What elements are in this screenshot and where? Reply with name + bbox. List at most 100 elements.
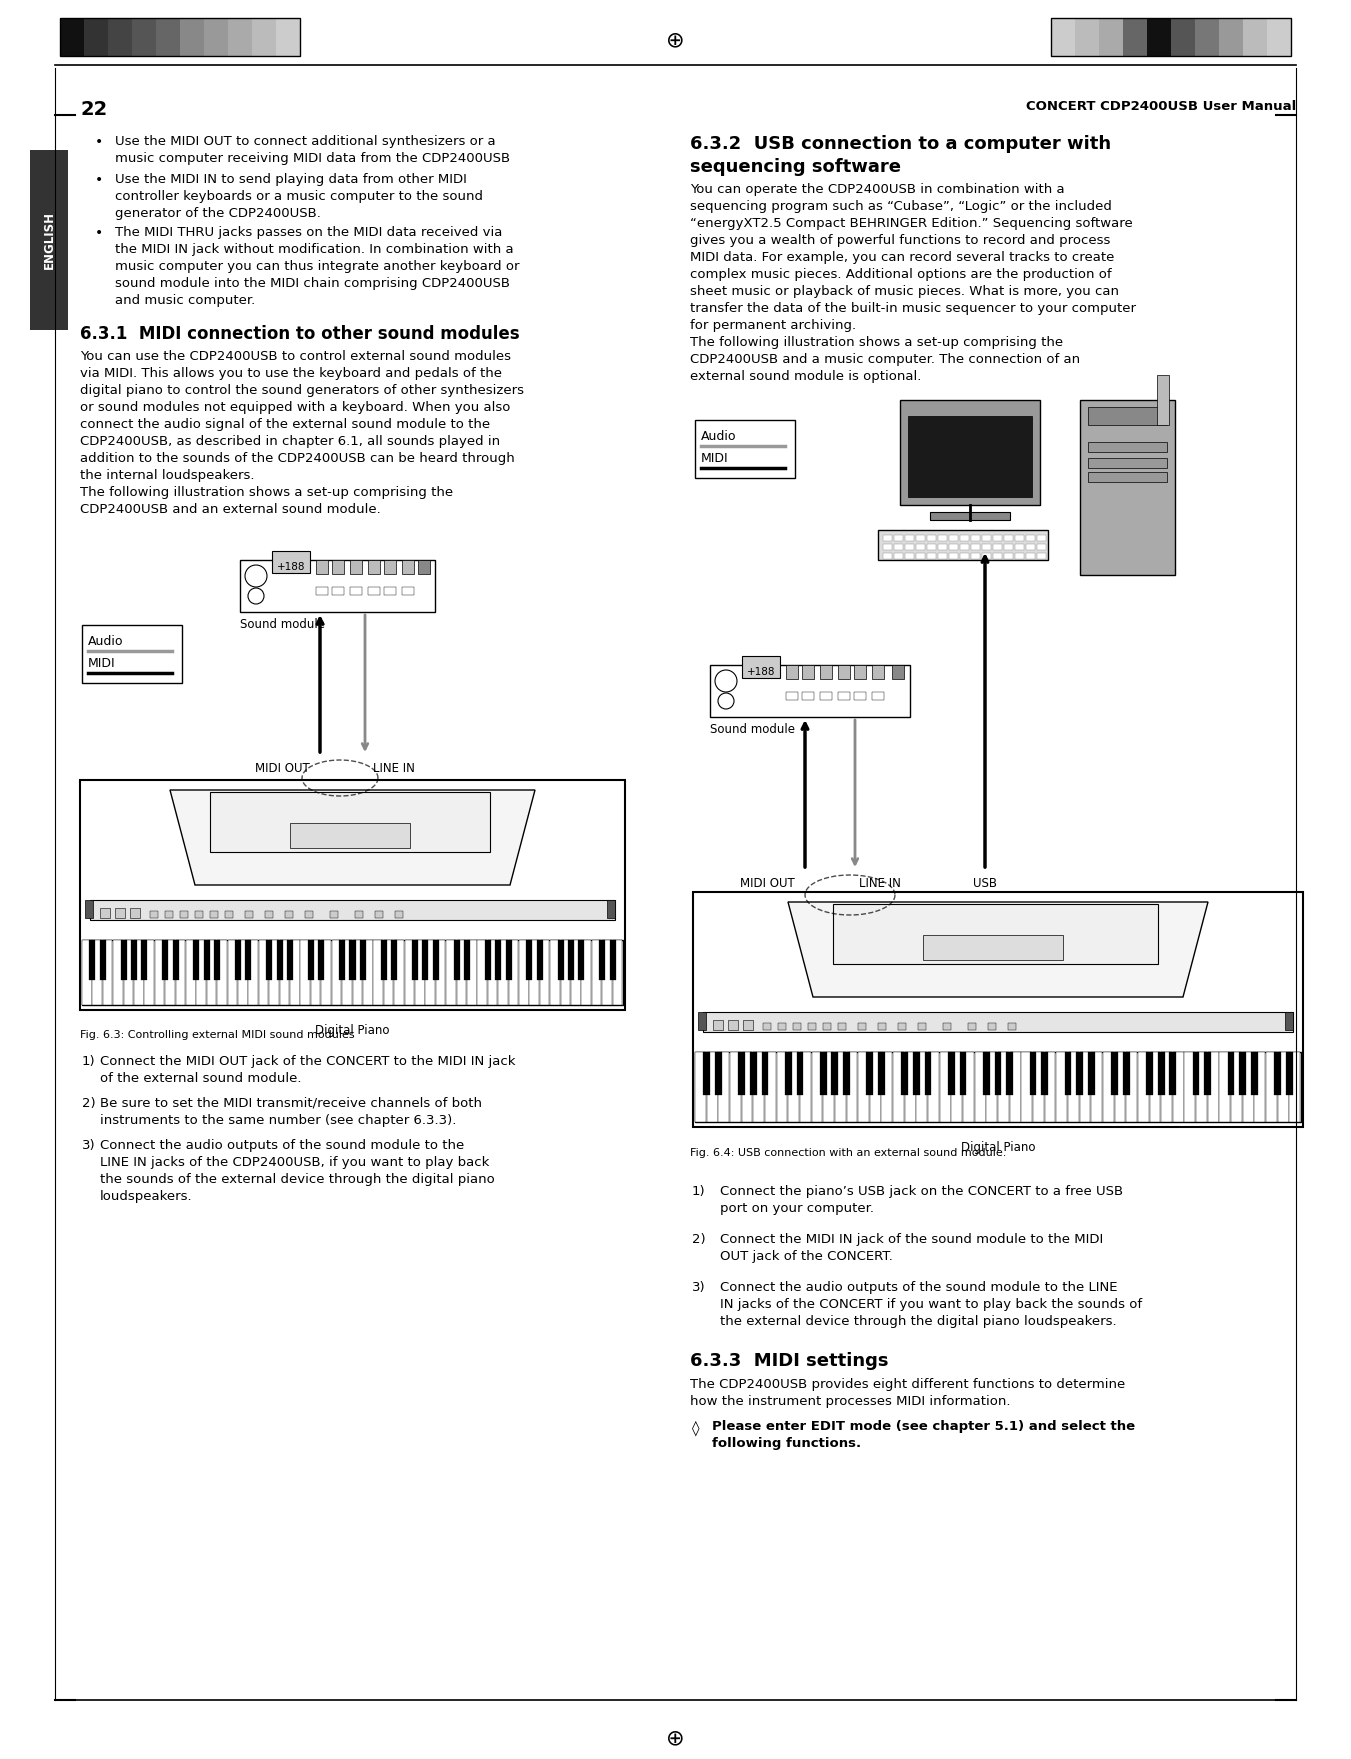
- Bar: [1102, 1052, 1113, 1122]
- Text: 3): 3): [82, 1140, 96, 1152]
- Bar: [150, 911, 158, 918]
- Bar: [762, 1052, 769, 1096]
- Bar: [905, 1052, 916, 1122]
- Text: sequencing software: sequencing software: [690, 158, 901, 176]
- Bar: [948, 544, 958, 551]
- Bar: [91, 901, 615, 920]
- Text: addition to the sounds of the CDP2400USB can be heard through: addition to the sounds of the CDP2400USB…: [80, 452, 515, 464]
- Bar: [1123, 1052, 1129, 1096]
- Bar: [1254, 1052, 1266, 1122]
- Text: MIDI OUT: MIDI OUT: [255, 762, 309, 776]
- Bar: [802, 665, 815, 679]
- Bar: [993, 552, 1002, 559]
- Bar: [847, 1052, 858, 1122]
- Bar: [1025, 535, 1035, 542]
- Bar: [1147, 18, 1171, 56]
- Bar: [1243, 18, 1267, 56]
- Bar: [59, 18, 84, 56]
- Bar: [998, 1052, 1009, 1122]
- Text: loudspeakers.: loudspeakers.: [100, 1191, 193, 1203]
- Bar: [982, 552, 992, 559]
- Bar: [367, 588, 380, 595]
- Bar: [1158, 1052, 1165, 1096]
- Bar: [1196, 1052, 1206, 1122]
- Bar: [571, 939, 581, 1004]
- Text: MIDI OUT: MIDI OUT: [740, 878, 794, 890]
- Text: 22: 22: [80, 100, 107, 120]
- Text: LINE IN: LINE IN: [373, 762, 415, 776]
- Bar: [423, 939, 428, 980]
- Text: 6.3.1  MIDI connection to other sound modules: 6.3.1 MIDI connection to other sound mod…: [80, 325, 520, 343]
- Bar: [1004, 552, 1013, 559]
- Bar: [485, 939, 490, 980]
- Bar: [698, 1011, 707, 1031]
- Text: You can operate the CDP2400USB in combination with a: You can operate the CDP2400USB in combin…: [690, 183, 1065, 195]
- Text: The CDP2400USB provides eight different functions to determine: The CDP2400USB provides eight different …: [690, 1377, 1125, 1391]
- Bar: [1044, 1052, 1055, 1122]
- Bar: [1111, 1052, 1117, 1096]
- Text: ◊: ◊: [692, 1420, 700, 1435]
- Bar: [858, 1024, 866, 1031]
- Bar: [180, 911, 188, 918]
- Bar: [311, 939, 320, 1004]
- Bar: [878, 529, 1048, 559]
- Bar: [280, 939, 289, 1004]
- Bar: [209, 792, 490, 851]
- Text: of the external sound module.: of the external sound module.: [100, 1071, 301, 1085]
- Bar: [276, 18, 300, 56]
- Bar: [961, 544, 969, 551]
- Bar: [1208, 1052, 1219, 1122]
- Text: instruments to the same number (see chapter 6.3.3).: instruments to the same number (see chap…: [100, 1113, 457, 1128]
- Bar: [432, 939, 439, 980]
- Bar: [993, 544, 1002, 551]
- Bar: [332, 588, 345, 595]
- Bar: [1006, 1052, 1013, 1096]
- Text: LINE IN jacks of the CDP2400USB, if you want to play back: LINE IN jacks of the CDP2400USB, if you …: [100, 1156, 489, 1170]
- Bar: [561, 939, 570, 1004]
- Bar: [350, 939, 355, 980]
- Text: and music computer.: and music computer.: [115, 294, 255, 308]
- Polygon shape: [170, 790, 535, 885]
- Bar: [308, 939, 313, 980]
- Text: •: •: [95, 172, 103, 186]
- Bar: [30, 150, 68, 331]
- Bar: [913, 1052, 920, 1096]
- Bar: [173, 939, 178, 980]
- Bar: [854, 691, 866, 700]
- Bar: [394, 939, 404, 1004]
- Bar: [373, 939, 382, 1004]
- Bar: [59, 18, 300, 56]
- Bar: [719, 1052, 730, 1122]
- Circle shape: [249, 588, 263, 603]
- Bar: [316, 588, 328, 595]
- Bar: [694, 1052, 1301, 1122]
- Bar: [917, 1024, 925, 1031]
- Text: “energyXT2.5 Compact BEHRINGER Edition.” Sequencing software: “energyXT2.5 Compact BEHRINGER Edition.”…: [690, 216, 1132, 230]
- Bar: [823, 1024, 831, 1031]
- Bar: [592, 939, 601, 1004]
- Bar: [1267, 18, 1292, 56]
- Bar: [142, 939, 147, 980]
- Bar: [403, 559, 413, 573]
- Bar: [84, 18, 108, 56]
- Text: sequencing program such as “Cubase”, “Logic” or the included: sequencing program such as “Cubase”, “Lo…: [690, 201, 1112, 213]
- Bar: [82, 624, 182, 682]
- Bar: [82, 939, 92, 1004]
- Text: for permanent archiving.: for permanent archiving.: [690, 318, 857, 332]
- Bar: [881, 1052, 892, 1122]
- Bar: [1009, 1052, 1020, 1122]
- Bar: [1185, 1052, 1196, 1122]
- Bar: [259, 939, 269, 1004]
- Bar: [884, 544, 892, 551]
- Bar: [477, 939, 486, 1004]
- Bar: [959, 1052, 966, 1096]
- Bar: [607, 901, 615, 918]
- Bar: [123, 939, 134, 1004]
- Bar: [1079, 1052, 1090, 1122]
- Bar: [1170, 1052, 1177, 1096]
- Bar: [834, 904, 1158, 964]
- Bar: [1088, 457, 1167, 468]
- Bar: [1285, 1011, 1293, 1031]
- Bar: [1004, 535, 1013, 542]
- Bar: [1243, 1052, 1254, 1122]
